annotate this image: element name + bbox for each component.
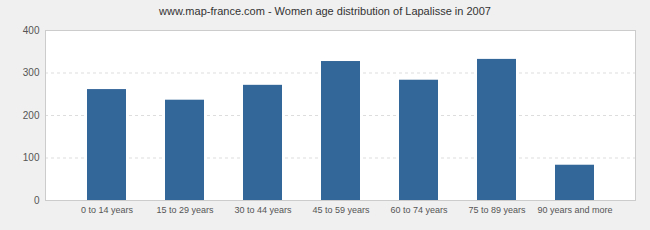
svg-text:300: 300: [23, 67, 40, 78]
svg-text:400: 400: [23, 25, 40, 36]
svg-text:15 to 29 years: 15 to 29 years: [156, 205, 214, 215]
html-text:www.map-france.com - Women age: www.map-france.com - Women age distribut…: [159, 5, 491, 17]
svg-text:75 to 89 years: 75 to 89 years: [468, 205, 526, 215]
svg-text:30 to 44 years: 30 to 44 years: [234, 205, 292, 215]
svg-text:100: 100: [23, 152, 40, 163]
svg-text:60 to 74 years: 60 to 74 years: [390, 205, 448, 215]
svg-text:90 years and more: 90 years and more: [537, 205, 612, 215]
svg-text:45 to 59 years: 45 to 59 years: [312, 205, 370, 215]
svg-text:200: 200: [23, 110, 40, 121]
svg-text:0: 0: [34, 195, 40, 206]
svg-text:0 to 14 years: 0 to 14 years: [81, 205, 134, 215]
